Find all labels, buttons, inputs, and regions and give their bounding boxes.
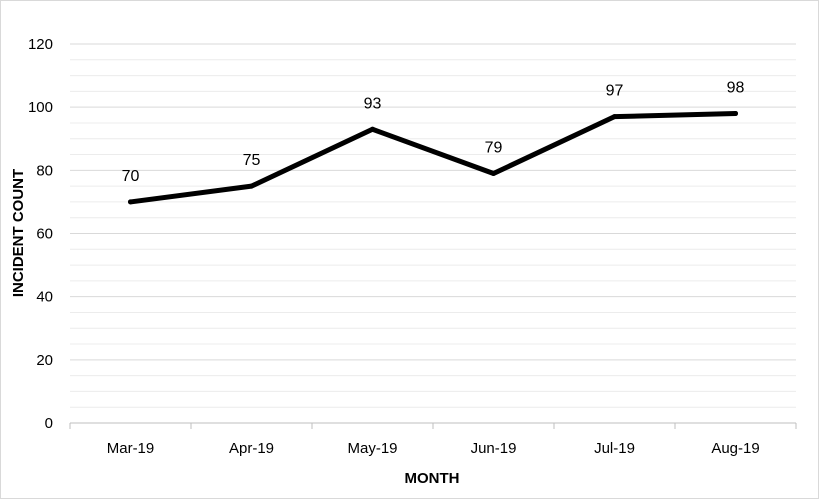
data-label: 79 [485,139,503,156]
data-labels: 70 75 93 79 97 98 [122,79,745,184]
series-layer [128,110,738,205]
y-tick-label: 120 [28,36,53,53]
y-axis-title: INCIDENT COUNT [10,169,27,297]
x-tick-label: Mar-19 [107,440,155,457]
x-axis-title: MONTH [405,470,460,487]
x-tick-label: May-19 [347,440,397,457]
y-tick-label: 20 [36,352,53,369]
x-tick-label: Jun-19 [471,440,517,457]
data-label: 70 [122,168,140,185]
data-point [128,199,133,205]
y-tick-label: 0 [45,415,53,432]
y-tick-label: 40 [36,289,53,306]
y-axis-ticks: 0 20 40 60 80 100 120 [28,36,53,432]
data-point [612,114,617,120]
data-label: 97 [606,83,624,100]
data-label: 93 [364,95,382,112]
data-label: 98 [727,79,745,96]
x-axis-ticks: Mar-19 Apr-19 May-19 Jun-19 Jul-19 Aug-19 [107,440,760,457]
y-tick-label: 60 [36,226,53,243]
x-axis [69,422,797,429]
y-tick-label: 80 [36,162,53,179]
data-label: 75 [243,152,261,169]
series-line [128,110,738,205]
data-point [249,183,254,189]
x-tick-label: Aug-19 [711,440,759,457]
data-point [491,170,496,176]
data-point [733,110,738,116]
data-point [370,126,375,132]
x-tick-label: Apr-19 [229,440,274,457]
y-tick-label: 100 [28,99,53,116]
gridlines [70,43,796,408]
x-tick-label: Jul-19 [594,440,635,457]
